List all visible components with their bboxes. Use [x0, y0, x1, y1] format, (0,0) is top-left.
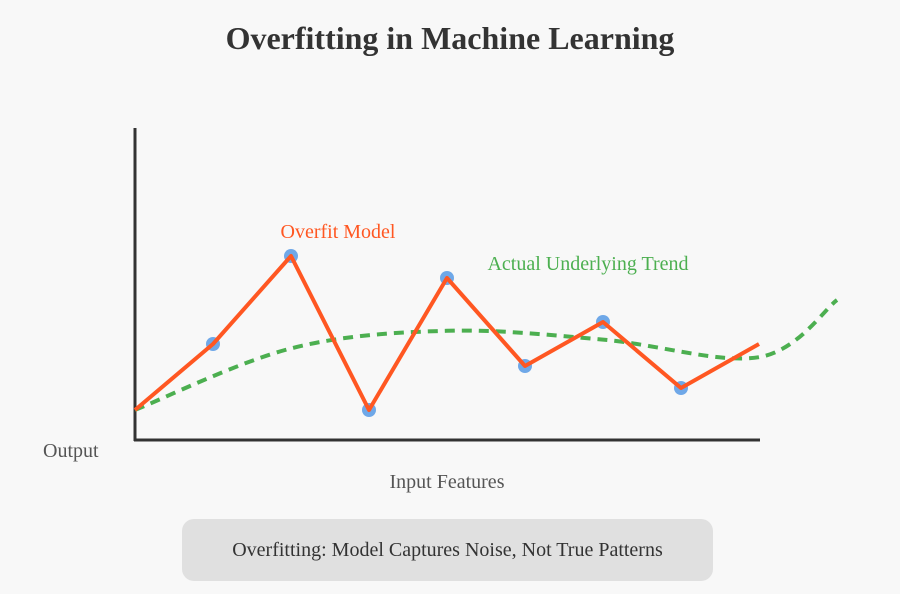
actual-trend-line [134, 298, 839, 412]
overfit-line-layer [133, 254, 760, 412]
x-axis-label: Input Features [390, 471, 505, 493]
y-axis-label: Output [43, 440, 99, 462]
overfit-model-line [133, 254, 760, 412]
caption-box: Overfitting: Model Captures Noise, Not T… [182, 519, 713, 581]
actual-trend-label: Actual Underlying Trend [487, 253, 688, 275]
diagram-title: Overfitting in Machine Learning [225, 20, 675, 56]
overfit-model-label: Overfit Model [281, 221, 396, 243]
caption-text: Overfitting: Model Captures Noise, Not T… [232, 538, 663, 561]
trend-line-layer [134, 298, 839, 412]
